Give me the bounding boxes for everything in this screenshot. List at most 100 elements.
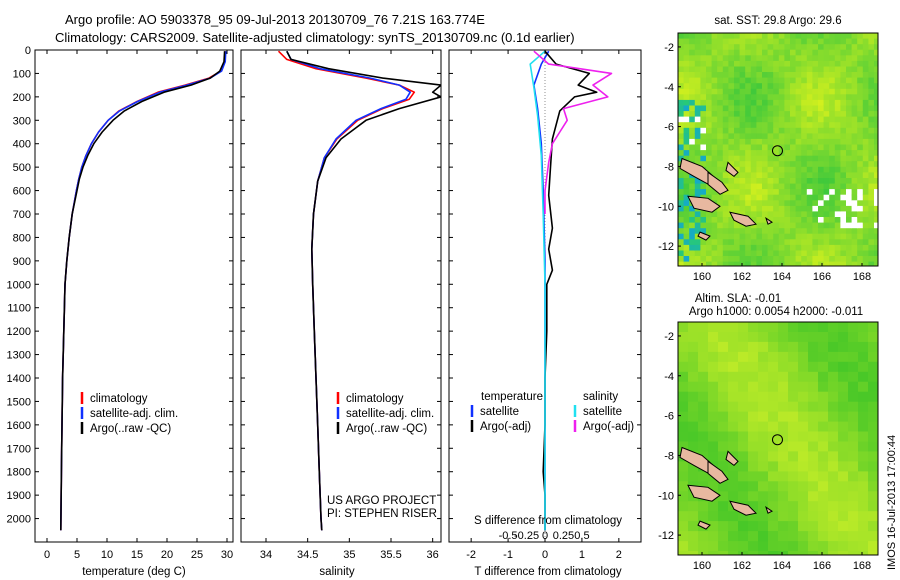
heatmap-cell xyxy=(818,94,825,101)
heatmap-cell xyxy=(689,244,696,252)
heatmap-cell xyxy=(848,322,859,333)
heatmap-cell xyxy=(788,371,799,383)
heatmap-cell xyxy=(818,261,825,266)
heatmap-cell xyxy=(711,77,718,84)
heatmap-cell xyxy=(739,233,746,240)
heatmap-cell xyxy=(857,211,864,218)
x-tick-label: 10 xyxy=(101,549,113,561)
heatmap-cell xyxy=(722,38,729,45)
heatmap-cell xyxy=(828,491,839,502)
heatmap-cell xyxy=(795,189,802,196)
heatmap-cell xyxy=(790,111,797,118)
heatmap-cell xyxy=(694,138,701,146)
heatmap-cell xyxy=(738,511,749,522)
heatmap-cell xyxy=(829,77,836,84)
heatmap-cell xyxy=(857,49,864,56)
heatmap-cell xyxy=(801,205,808,213)
heatmap-cell xyxy=(734,228,741,235)
heatmap-cell xyxy=(767,83,774,90)
heatmap-cell xyxy=(762,228,769,235)
heatmap-cell xyxy=(688,501,699,512)
heatmap-cell xyxy=(734,60,741,68)
heatmap-cell xyxy=(750,116,757,123)
heatmap-cell xyxy=(767,166,774,173)
heatmap-cell xyxy=(829,83,836,90)
heatmap-cell xyxy=(868,531,878,542)
heatmap-cell xyxy=(795,33,802,40)
heatmap-cell xyxy=(762,261,769,266)
heatmap-cell xyxy=(868,401,878,413)
heatmap-cell xyxy=(745,94,752,101)
heatmap-cell xyxy=(829,233,836,240)
heatmap-cell xyxy=(834,261,841,266)
heatmap-cell xyxy=(784,244,791,252)
heatmap-cell xyxy=(834,72,841,79)
heatmap-cell xyxy=(795,217,802,224)
heatmap-cell xyxy=(745,133,752,140)
heatmap-cell xyxy=(795,256,802,263)
heatmap-cell xyxy=(828,381,839,393)
heatmap-cell xyxy=(829,200,836,207)
heatmap-cell xyxy=(846,99,853,107)
heatmap-cell xyxy=(829,222,836,229)
heatmap-cell xyxy=(700,217,707,224)
heatmap-cell xyxy=(773,44,780,51)
heatmap-cell xyxy=(750,44,757,51)
heatmap-cell xyxy=(762,122,769,129)
heatmap-cell xyxy=(689,222,696,229)
heatmap-cell xyxy=(708,322,719,333)
heatmap-cell xyxy=(874,161,878,168)
heatmap-cell xyxy=(818,361,829,373)
heatmap-cell xyxy=(834,256,841,263)
heatmap-cell xyxy=(812,83,819,90)
heatmap-cell xyxy=(840,55,847,62)
heatmap-cell xyxy=(858,521,869,532)
map-y-tick-label: -10 xyxy=(658,201,674,213)
heatmap-cell xyxy=(857,77,864,84)
heatmap-cell xyxy=(722,122,729,129)
heatmap-cell xyxy=(834,233,841,240)
heatmap-cell xyxy=(806,200,813,207)
heatmap-cell xyxy=(768,511,779,522)
heatmap-cell xyxy=(689,127,696,134)
heatmap-cell xyxy=(717,133,724,140)
heatmap-cell xyxy=(762,211,769,218)
heatmap-cell xyxy=(748,491,759,502)
heatmap-cell xyxy=(778,332,789,343)
heatmap-cell xyxy=(708,351,719,363)
sst-map-panel: sat. SST: 29.8 Argo: 29.6 160 162 164 166 16… xyxy=(658,15,879,283)
heatmap-cell xyxy=(795,49,802,56)
heatmap-cell xyxy=(868,461,878,472)
heatmap-cell xyxy=(683,150,690,157)
heatmap-cell xyxy=(762,178,769,185)
heatmap-cell xyxy=(818,481,829,492)
heatmap-cell xyxy=(678,228,685,235)
y-tick-label: 1500 xyxy=(7,396,31,408)
heatmap-cell xyxy=(758,491,769,502)
island-shape xyxy=(729,500,758,516)
heatmap-cell xyxy=(778,122,785,129)
heatmap-cell xyxy=(722,55,729,62)
heatmap-cell xyxy=(858,391,869,403)
heatmap-cell xyxy=(790,183,797,190)
heatmap-cell xyxy=(823,228,830,235)
heatmap-cell xyxy=(862,178,869,185)
heatmap-cell xyxy=(767,178,774,185)
heatmap-cell xyxy=(768,351,779,363)
heatmap-cell xyxy=(734,166,741,173)
heatmap-cell xyxy=(795,133,802,140)
heatmap-cell xyxy=(750,261,757,266)
heatmap-cell xyxy=(838,361,849,373)
heatmap-cell xyxy=(748,501,759,512)
sla-map-ticks: 160 162 164 166 168-2-4-6-8-10-12 xyxy=(658,331,871,572)
island-shape xyxy=(697,520,711,530)
heatmap-cell xyxy=(768,341,779,353)
heatmap-cell xyxy=(818,441,829,453)
heatmap-cell xyxy=(846,72,853,79)
heatmap-cell xyxy=(717,49,724,56)
heatmap-cell xyxy=(738,451,749,462)
heatmap-cell xyxy=(717,116,724,123)
heatmap-cell xyxy=(868,217,875,224)
map-x-tick-label: 168 xyxy=(853,271,871,283)
heatmap-cell xyxy=(823,244,830,252)
